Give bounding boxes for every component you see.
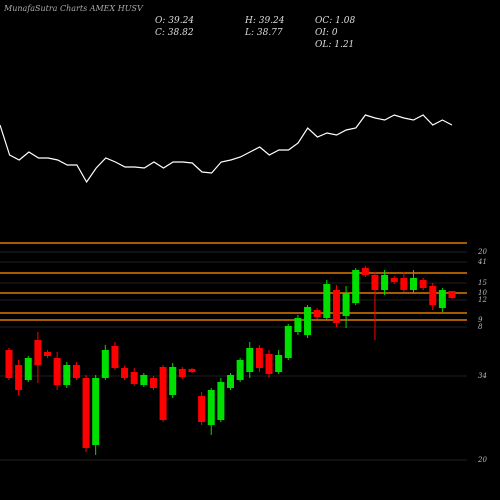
y-tick-label: 20 <box>477 248 487 256</box>
candle-body <box>448 291 456 298</box>
candle-body <box>371 275 379 290</box>
candle-body <box>332 290 340 323</box>
stat: OI: 0 <box>315 28 338 38</box>
candle-body <box>101 350 109 378</box>
candle-body <box>236 360 244 380</box>
candle-body <box>92 378 100 445</box>
candle-body <box>34 340 42 365</box>
stat: OL: 1.21 <box>315 40 355 50</box>
candle-body <box>44 352 52 356</box>
chart-title: MunafaSutra Charts AMEX HUSV <box>4 4 143 13</box>
stat: L: 38.77 <box>245 28 283 38</box>
candle-body <box>188 369 196 372</box>
candle-body <box>361 268 369 275</box>
stat: O: 39.24 <box>155 16 195 26</box>
candle-body <box>207 390 215 425</box>
candle-body <box>313 310 321 317</box>
stat: OC: 1.08 <box>315 16 356 26</box>
candle-body <box>352 270 360 303</box>
candle-body <box>265 354 273 374</box>
candle-body <box>121 368 129 378</box>
candle-body <box>149 378 157 388</box>
candle-body <box>304 307 312 335</box>
y-tick-label: 15 <box>478 279 487 287</box>
candle-body <box>217 382 225 420</box>
candle-body <box>255 348 263 368</box>
candle-body <box>15 365 23 390</box>
y-tick-label: 20 <box>477 456 487 464</box>
candle-body <box>409 278 417 290</box>
stat: H: 39.24 <box>245 16 285 26</box>
y-tick-label: 34 <box>478 372 487 380</box>
candle-body <box>323 284 331 318</box>
candle-body <box>284 326 292 358</box>
candle-body <box>342 293 350 316</box>
y-tick-label: 12 <box>478 296 487 304</box>
candle-body <box>111 346 119 368</box>
candle-body <box>140 375 148 385</box>
candle-body <box>63 365 71 385</box>
candle-body <box>390 278 398 282</box>
candle-body <box>53 358 61 385</box>
candle-body <box>246 348 254 372</box>
candle-body <box>159 367 167 420</box>
candle-body <box>275 355 283 372</box>
y-tick-label: 8 <box>478 323 483 331</box>
candle-body <box>72 365 80 378</box>
candle-body <box>82 378 90 448</box>
candle-body <box>169 367 177 395</box>
stat: C: 38.82 <box>155 28 194 38</box>
line-series <box>0 114 453 184</box>
candle-body <box>294 318 302 332</box>
candle-body <box>438 290 446 308</box>
candle-body <box>178 369 186 377</box>
candle-body <box>198 396 206 422</box>
candle-body <box>419 280 427 288</box>
candle-body <box>227 375 234 388</box>
candle-body <box>5 350 13 378</box>
candle-body <box>429 286 437 305</box>
y-tick-label: 9 <box>478 316 483 324</box>
y-tick-label: 41 <box>477 258 487 266</box>
candle-body <box>24 358 32 380</box>
candle-body <box>130 372 138 384</box>
candle-body <box>400 278 408 290</box>
candle-body <box>381 275 389 290</box>
y-tick-label: 10 <box>478 289 487 297</box>
